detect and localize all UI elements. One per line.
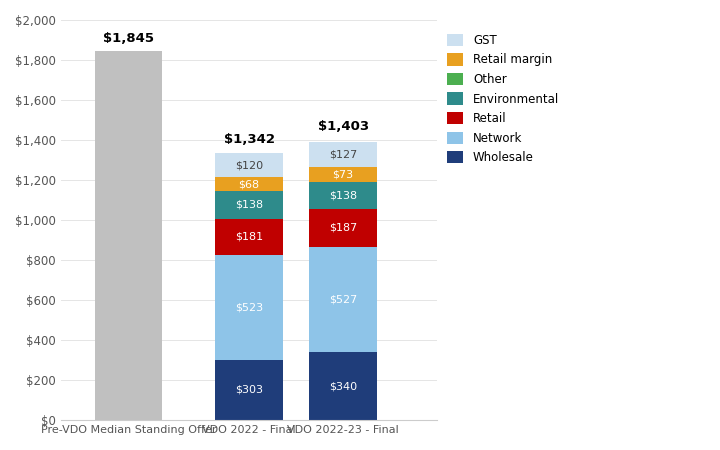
Bar [215, 153, 283, 177]
Text: $527: $527 [329, 294, 357, 304]
Text: $138: $138 [329, 190, 357, 200]
Text: $68: $68 [238, 179, 260, 189]
Text: $340: $340 [329, 381, 357, 391]
Text: $187: $187 [329, 223, 357, 233]
Legend: GST, Retail margin, Other, Environmental, Retail, Network, Wholesale: GST, Retail margin, Other, Environmental… [447, 34, 559, 164]
Text: $303: $303 [235, 385, 263, 395]
Text: $523: $523 [235, 302, 263, 312]
Bar [95, 51, 163, 420]
Bar [310, 167, 377, 182]
Text: $1,403: $1,403 [318, 121, 369, 134]
Bar [215, 191, 283, 219]
Bar [215, 177, 283, 191]
Text: $73: $73 [333, 169, 354, 180]
Text: $127: $127 [329, 149, 357, 159]
Bar [310, 352, 377, 420]
Bar [215, 219, 283, 255]
Text: $1,845: $1,845 [103, 32, 154, 45]
Bar [310, 142, 377, 167]
Text: $120: $120 [235, 161, 263, 171]
Bar [310, 209, 377, 247]
Text: $181: $181 [235, 232, 263, 242]
Bar [310, 182, 377, 209]
Text: $1,342: $1,342 [224, 133, 274, 146]
Bar [215, 360, 283, 420]
Bar [310, 247, 377, 352]
Bar [215, 255, 283, 360]
Text: $138: $138 [235, 200, 263, 210]
